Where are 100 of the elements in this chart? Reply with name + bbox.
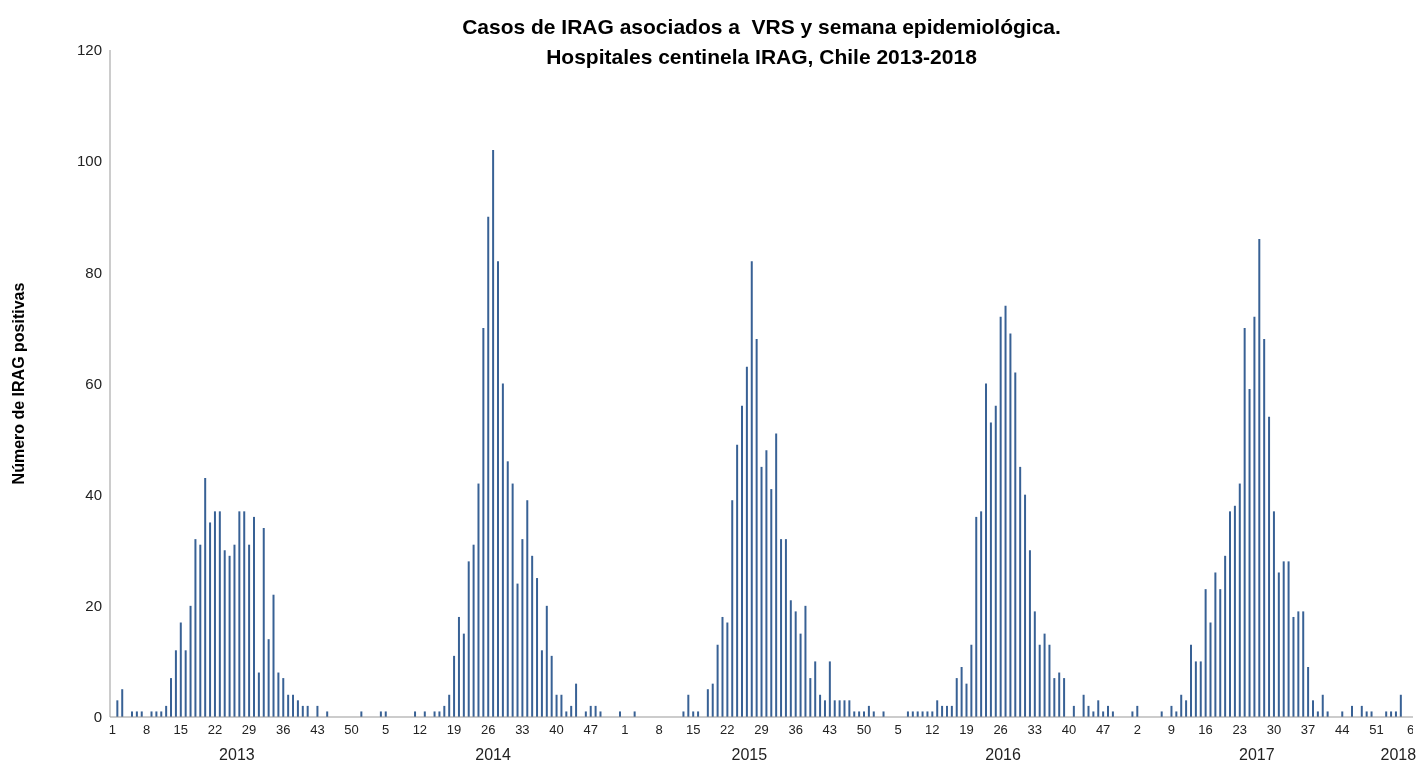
bar xyxy=(540,650,543,717)
bar xyxy=(1243,327,1246,717)
bar xyxy=(1185,700,1188,717)
bar xyxy=(1233,505,1236,717)
bar xyxy=(1048,644,1051,717)
x-tick-label: 6 xyxy=(1406,722,1415,738)
y-tick-label: 80 xyxy=(85,263,102,281)
x-tick-label: 43 xyxy=(310,722,325,738)
bar xyxy=(950,705,953,717)
bar xyxy=(711,683,714,717)
bar xyxy=(316,705,319,717)
bar xyxy=(550,655,553,717)
text: 2018 xyxy=(1379,746,1417,764)
y-tick-label: 20 xyxy=(85,597,102,615)
bar xyxy=(448,694,451,717)
bar xyxy=(1390,711,1393,717)
bar xyxy=(521,539,524,717)
bar xyxy=(1092,711,1095,717)
text: 2013 xyxy=(218,746,256,764)
x-tick-label: 40 xyxy=(1061,722,1077,738)
x-tick-label: 1 xyxy=(108,722,117,738)
bar xyxy=(775,433,778,717)
bar xyxy=(599,711,602,717)
bar xyxy=(213,511,216,717)
bar xyxy=(882,711,885,717)
bar xyxy=(731,500,734,717)
x-tick-label: 23 xyxy=(1232,722,1247,738)
bar xyxy=(414,711,417,717)
bar xyxy=(975,516,978,717)
bar xyxy=(760,466,763,717)
x-tick-label: 19 xyxy=(959,722,974,738)
bar xyxy=(814,661,817,717)
bar xyxy=(228,555,231,717)
bar xyxy=(1365,711,1368,717)
bar xyxy=(487,216,490,717)
bar xyxy=(1263,339,1266,717)
bar xyxy=(174,650,177,717)
y-tick-label: 40 xyxy=(85,485,102,503)
bar xyxy=(911,711,914,717)
bar xyxy=(736,444,739,717)
bar xyxy=(872,711,875,717)
x-tick-label: 33 xyxy=(515,722,530,738)
text: 2015 xyxy=(730,746,769,764)
bar xyxy=(531,555,534,717)
bar xyxy=(936,700,939,717)
bar xyxy=(1297,611,1300,717)
bar xyxy=(238,511,241,717)
bar xyxy=(1238,483,1241,717)
bar xyxy=(989,422,992,717)
bar xyxy=(199,544,202,717)
bar xyxy=(1170,705,1173,717)
bar xyxy=(633,711,636,717)
bar xyxy=(545,605,548,717)
bar xyxy=(1058,672,1061,717)
x-tick-label: 37 xyxy=(1300,722,1316,738)
x-tick-label: 2 xyxy=(1133,722,1141,738)
x-tick-label: 36 xyxy=(788,722,803,738)
bar xyxy=(960,666,963,717)
bar xyxy=(985,383,988,717)
bar xyxy=(1014,372,1017,717)
bar xyxy=(809,678,812,717)
bar xyxy=(906,711,909,717)
bar xyxy=(955,678,958,717)
x-tick-label: 5 xyxy=(894,722,902,738)
bar xyxy=(204,477,207,717)
bar xyxy=(477,483,480,717)
bar xyxy=(1321,694,1324,717)
bar xyxy=(1136,705,1139,717)
bar xyxy=(1199,661,1202,717)
bar xyxy=(780,539,783,717)
bar xyxy=(301,705,304,717)
y-axis-title: Número de IRAG positivas xyxy=(9,282,27,485)
bar xyxy=(823,700,826,717)
x-tick-label: 50 xyxy=(344,722,359,738)
bar xyxy=(1219,589,1222,717)
bar xyxy=(457,616,460,717)
bar xyxy=(140,711,143,717)
bar xyxy=(501,383,504,717)
bar xyxy=(970,644,973,717)
bar xyxy=(833,700,836,717)
x-tick-label: 19 xyxy=(446,722,462,738)
y-tick-label: 0 xyxy=(93,708,102,726)
x-tick-label: 50 xyxy=(856,722,872,738)
bar xyxy=(945,705,948,717)
bar xyxy=(272,594,275,717)
bar xyxy=(1272,511,1275,717)
bar xyxy=(1087,705,1090,717)
bar xyxy=(296,700,299,717)
bar xyxy=(492,150,495,717)
bar xyxy=(994,405,997,717)
bar xyxy=(453,655,456,717)
text: 2016 xyxy=(984,746,1022,764)
bar xyxy=(1189,644,1192,717)
bar xyxy=(1097,700,1100,717)
x-tick-label: 5 xyxy=(382,722,390,738)
bar xyxy=(789,600,792,717)
bar xyxy=(1053,678,1056,717)
bar xyxy=(570,705,573,717)
bar xyxy=(716,644,719,717)
bar xyxy=(1107,705,1110,717)
